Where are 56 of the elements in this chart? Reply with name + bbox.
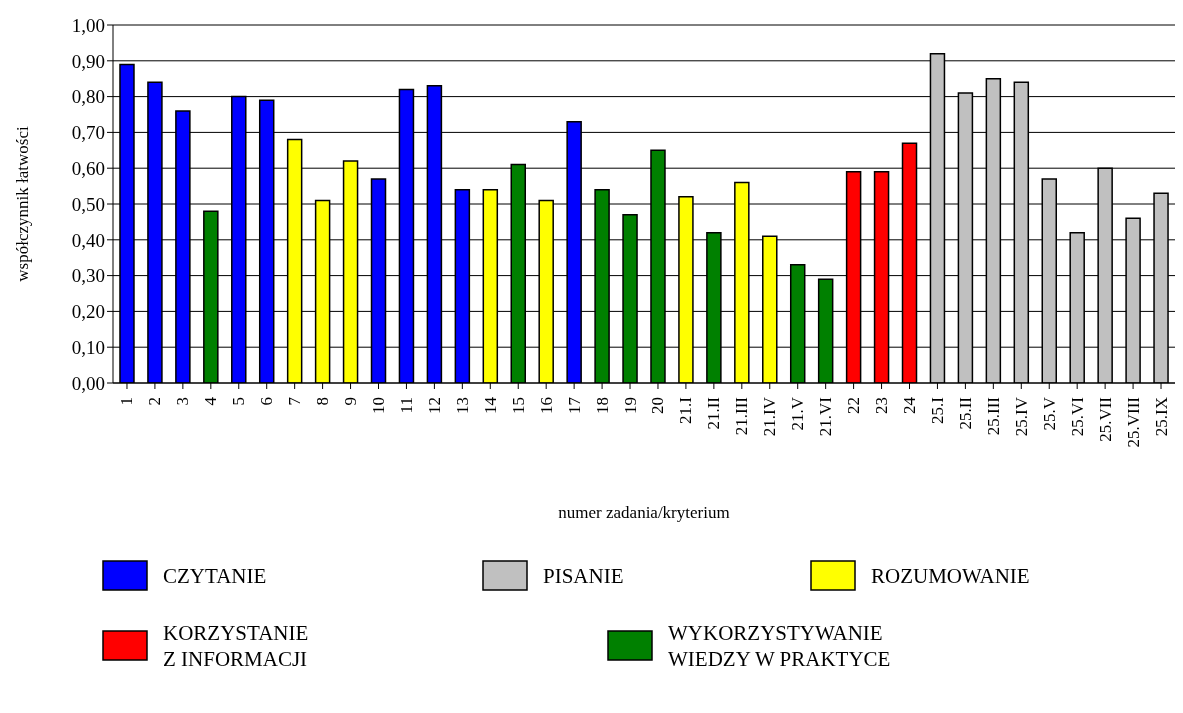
x-tick-label: 13 xyxy=(452,397,472,414)
x-tick-label: 17 xyxy=(564,396,584,414)
x-tick-label: 21.II xyxy=(704,396,724,430)
x-tick-label: 10 xyxy=(369,397,388,414)
x-tick-label: 11 xyxy=(396,397,416,414)
x-tick-label: 25.V xyxy=(1039,396,1059,431)
y-tick-label: 0,70 xyxy=(71,122,105,144)
x-tick-label: 9 xyxy=(341,397,361,406)
y-tick-label: 0,80 xyxy=(71,86,105,108)
x-tick-label: 1 xyxy=(117,397,137,406)
x-tick-label: 22 xyxy=(844,397,864,414)
legend-label: CZYTANIE xyxy=(163,564,267,588)
legend-label: KORZYSTANIE Z INFORMACJI xyxy=(163,621,309,671)
x-tick-label: 8 xyxy=(313,397,333,406)
x-tick-label: 19 xyxy=(620,397,640,414)
y-tick-label: 0,60 xyxy=(71,157,105,179)
x-tick-label: 21.I xyxy=(676,396,696,424)
legend-label: WYKORZYSTYWANIE WIEDZY W PRAKTYCE xyxy=(668,621,891,671)
y-tick-label: 0,30 xyxy=(71,265,105,287)
x-tick-label: 20 xyxy=(648,397,668,414)
x-tick-label: 21.V xyxy=(788,396,808,431)
x-tick-label: 16 xyxy=(536,397,556,414)
x-tick-label: 25.VIII xyxy=(1123,396,1143,448)
x-tick-label: 18 xyxy=(592,397,612,414)
x-tick-label: 14 xyxy=(480,396,500,414)
x-tick-label: 5 xyxy=(229,397,249,406)
legend-label: PISANIE xyxy=(543,564,624,588)
x-tick-label: 4 xyxy=(201,396,221,406)
y-tick-label: 0,40 xyxy=(71,229,105,251)
x-tick-label: 25.III xyxy=(983,396,1003,436)
x-tick-label: 23 xyxy=(872,397,892,414)
x-tick-label: 25.IX xyxy=(1151,397,1171,437)
x-tick-label: 12 xyxy=(424,397,444,414)
x-tick-label: 25.VI xyxy=(1067,396,1087,437)
x-tick-label: 2 xyxy=(145,397,165,406)
x-tick-label: 21.IV xyxy=(760,396,780,437)
x-tick-label: 21.III xyxy=(732,396,752,436)
x-tick-label: 25.IV xyxy=(1011,396,1031,437)
x-tick-label: 24 xyxy=(900,396,919,414)
legend-label: ROZUMOWANIE xyxy=(871,564,1030,588)
x-axis-title: numer zadania/kryterium xyxy=(558,503,730,522)
x-tick-label: 25.VII xyxy=(1095,396,1115,442)
x-tick-label: 15 xyxy=(508,397,528,414)
y-tick-label: 1,00 xyxy=(71,14,105,36)
x-tick-label: 25.II xyxy=(955,396,975,430)
y-tick-label: 0,00 xyxy=(71,372,105,394)
y-tick-label: 0,50 xyxy=(71,193,105,215)
y-tick-label: 0,90 xyxy=(71,50,105,72)
x-tick-label: 7 xyxy=(285,396,305,406)
x-tick-label: 25.I xyxy=(927,396,947,424)
x-tick-label: 21.VI xyxy=(816,396,836,437)
y-tick-label: 0,20 xyxy=(71,301,105,323)
y-tick-label: 0,10 xyxy=(71,336,105,358)
y-axis-title: współczynnik łatwości xyxy=(13,126,33,282)
x-tick-label: 6 xyxy=(257,397,277,406)
x-tick-label: 3 xyxy=(173,397,193,406)
